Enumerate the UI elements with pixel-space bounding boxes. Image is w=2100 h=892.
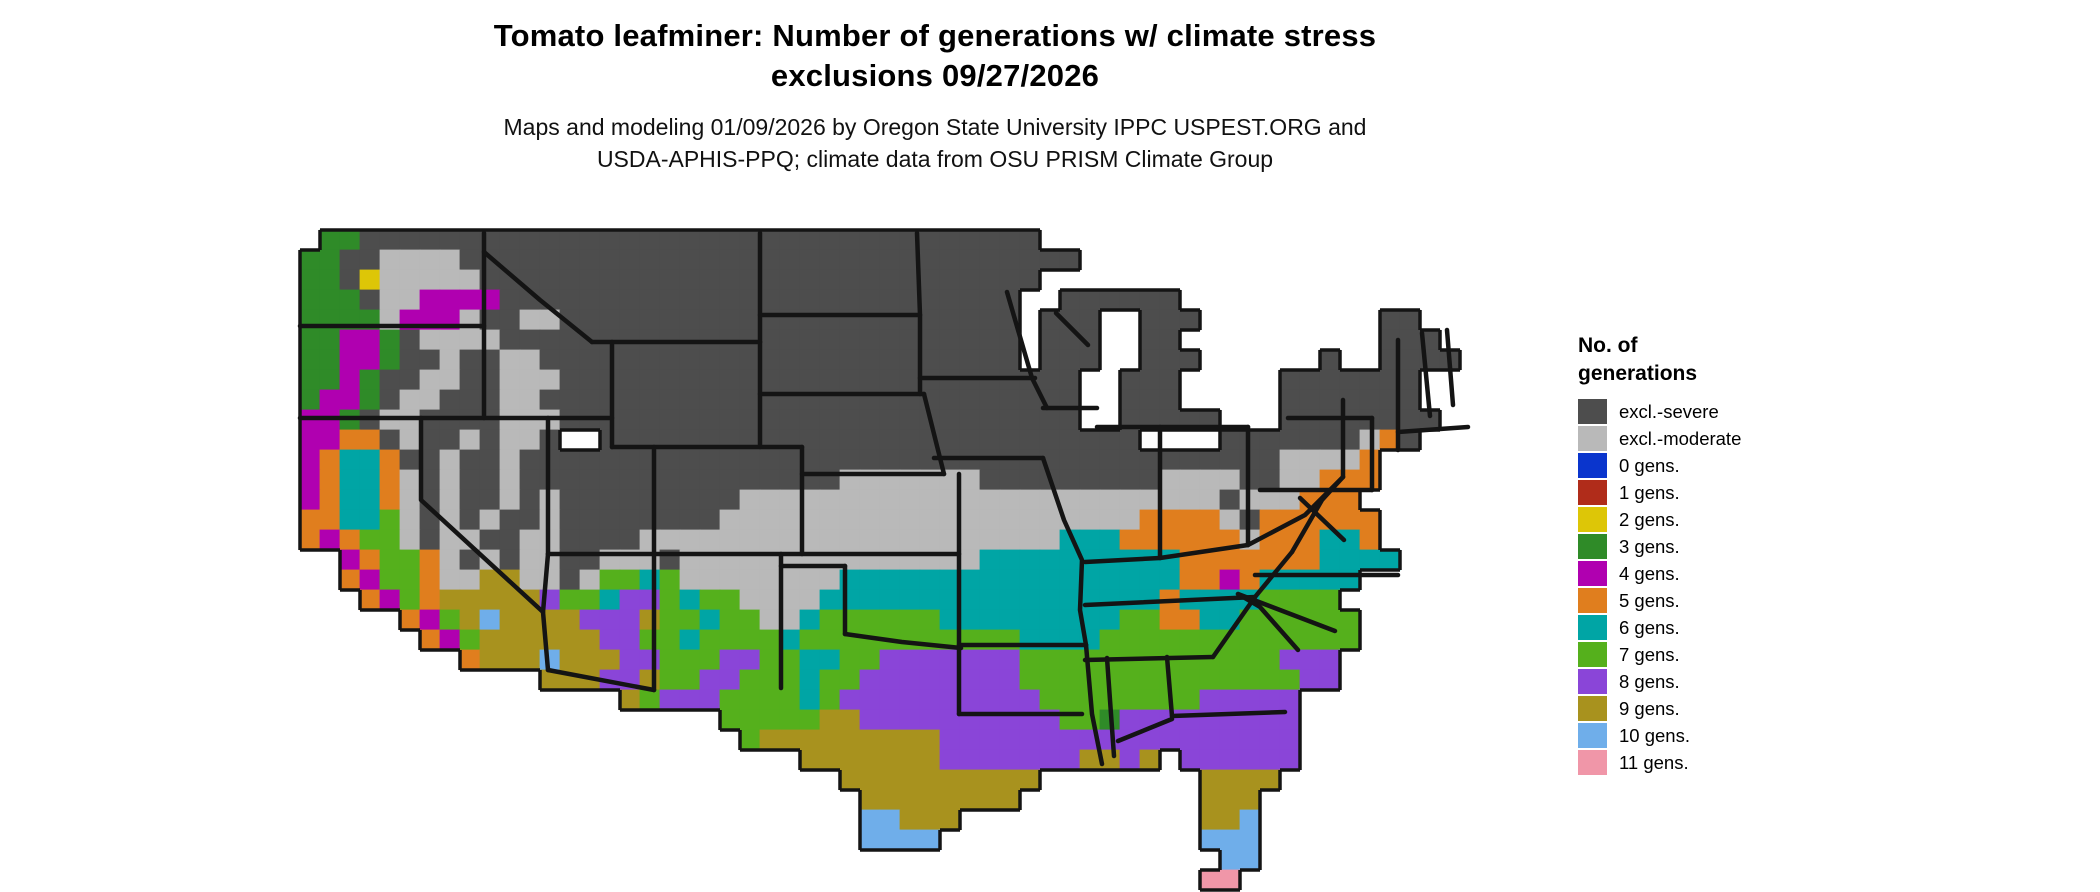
page-title-line2: exclusions 09/27/2026 xyxy=(770,58,1100,93)
state-border-line xyxy=(1419,330,1433,419)
state-border-line xyxy=(1082,542,1251,565)
legend-swatch xyxy=(1578,480,1607,505)
legend-swatch xyxy=(1578,723,1607,748)
legend-item: excl.-moderate xyxy=(1578,425,1828,452)
state-border-line xyxy=(842,631,964,651)
legend-item: 6 gens. xyxy=(1578,614,1828,641)
legend-label: excl.-moderate xyxy=(1619,428,1742,449)
legend-swatch xyxy=(1578,615,1607,640)
state-border-line xyxy=(1297,495,1347,543)
legend-item: 9 gens. xyxy=(1578,695,1828,722)
legend-label: 6 gens. xyxy=(1619,617,1680,638)
state-border-line xyxy=(481,249,595,345)
map-legend: No. of generations excl.-severe excl.-mod… xyxy=(1578,332,1828,776)
legend-label: 11 gens. xyxy=(1619,752,1689,773)
legend-item: 7 gens. xyxy=(1578,641,1828,668)
state-border-line xyxy=(418,415,551,673)
legend-swatch xyxy=(1578,507,1607,532)
state-border-line xyxy=(1395,424,1471,435)
state-border-line xyxy=(1444,327,1456,408)
legend-label: 1 gens. xyxy=(1619,482,1680,503)
state-border-line xyxy=(1053,310,1091,348)
state-border-line xyxy=(1004,289,1050,411)
state-border-line xyxy=(1235,591,1338,634)
attribution-line1: Maps and modeling 01/09/2026 by Oregon S… xyxy=(503,114,1367,140)
attribution-line2: USDA-APHIS-PPQ; climate data from OSU PR… xyxy=(596,146,1274,172)
coastline-outline xyxy=(298,228,1462,892)
legend-item: 10 gens. xyxy=(1578,722,1828,749)
state-borders xyxy=(297,230,1471,767)
legend-label: 7 gens. xyxy=(1619,644,1680,665)
legend-label: excl.-severe xyxy=(1619,401,1719,422)
legend-swatch xyxy=(1578,399,1607,424)
legend-item: 5 gens. xyxy=(1578,587,1828,614)
legend-label: 2 gens. xyxy=(1619,509,1680,530)
legend-item: excl.-severe xyxy=(1578,398,1828,425)
legend-item: 3 gens. xyxy=(1578,533,1828,560)
legend-item: 1 gens. xyxy=(1578,479,1828,506)
state-border-line xyxy=(921,391,947,477)
legend-item: 11 gens. xyxy=(1578,749,1828,776)
state-border-line xyxy=(540,551,551,615)
legend-items: excl.-severe excl.-moderate 0 gens. 1 gens.… xyxy=(1578,398,1828,776)
legend-swatch xyxy=(1578,669,1607,694)
state-border-line xyxy=(914,230,923,318)
legend-title-line1: No. of xyxy=(1578,334,1638,357)
legend-label: 4 gens. xyxy=(1619,563,1680,584)
state-border-line xyxy=(1115,716,1175,744)
legend-item: 0 gens. xyxy=(1578,452,1828,479)
legend-swatch xyxy=(1578,696,1607,721)
state-border-line xyxy=(1040,455,1089,648)
state-border-line xyxy=(1164,654,1175,719)
state-border-line xyxy=(1169,709,1288,719)
legend-swatch xyxy=(1578,750,1607,775)
legend-label: 0 gens. xyxy=(1619,455,1680,476)
state-border-line xyxy=(1082,594,1258,608)
state-border-line xyxy=(1210,594,1258,660)
legend-item: 2 gens. xyxy=(1578,506,1828,533)
state-border-line xyxy=(1289,474,1346,555)
legend-item: 4 gens. xyxy=(1578,560,1828,587)
legend-swatch xyxy=(1578,588,1607,613)
legend-swatch xyxy=(1578,534,1607,559)
legend-label: 3 gens. xyxy=(1619,536,1680,557)
legend-swatch xyxy=(1578,642,1607,667)
state-border-line xyxy=(1082,654,1216,663)
legend-title: No. of generations xyxy=(1578,332,1828,388)
legend-label: 5 gens. xyxy=(1619,590,1680,611)
map-attribution: Maps and modeling 01/09/2026 by Oregon S… xyxy=(335,111,1535,175)
state-border-line xyxy=(1083,642,1105,767)
page-title-line1: Tomato leafminer: Number of generations … xyxy=(493,18,1377,53)
state-border-line xyxy=(1104,655,1117,759)
legend-item: 8 gens. xyxy=(1578,668,1828,695)
legend-title-line2: generations xyxy=(1578,362,1698,385)
legend-swatch xyxy=(1578,426,1607,451)
legend-label: 9 gens. xyxy=(1619,698,1680,719)
legend-swatch xyxy=(1578,561,1607,586)
legend-label: 10 gens. xyxy=(1619,725,1690,746)
legend-swatch xyxy=(1578,453,1607,478)
state-border-line xyxy=(545,667,657,693)
header: Tomato leafminer: Number of generations … xyxy=(335,16,1535,175)
legend-label: 8 gens. xyxy=(1619,671,1680,692)
